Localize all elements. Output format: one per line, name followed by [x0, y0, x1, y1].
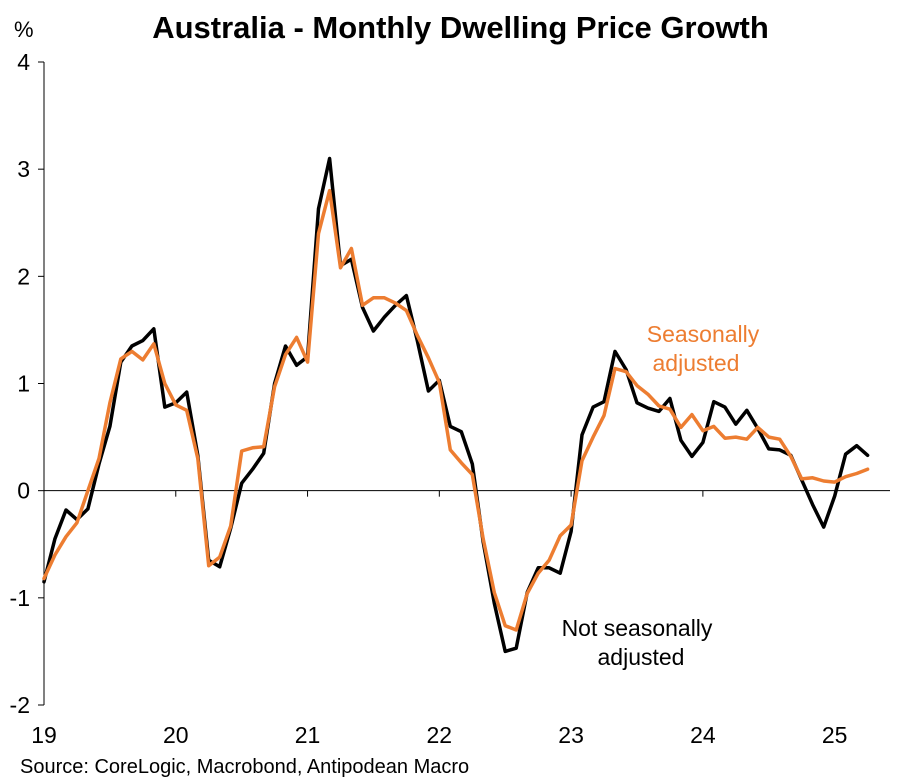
y-tick-label: 0: [17, 478, 30, 504]
y-tick-label: 2: [17, 263, 30, 289]
y-tick-label: -2: [10, 692, 30, 718]
y-axis-unit-label: %: [14, 17, 34, 42]
y-tick-label: 4: [17, 49, 30, 75]
x-tick-label: 21: [295, 722, 321, 748]
x-tick-label: 23: [558, 722, 584, 748]
nsa-annotation-line2: adjusted: [598, 644, 685, 670]
nsa-annotation-line1: Not seasonally: [562, 615, 713, 641]
chart-title: Australia - Monthly Dwelling Price Growt…: [152, 10, 769, 45]
annotation-layer: Seasonally adjusted Not seasonally adjus…: [562, 321, 760, 670]
sa-annotation-line2: adjusted: [653, 350, 740, 376]
x-tick-label: 20: [163, 722, 189, 748]
x-tick-label: 24: [690, 722, 716, 748]
x-tick-label: 19: [31, 722, 57, 748]
y-tick-label: -1: [10, 585, 30, 611]
nsa-series-line: [42, 156, 870, 654]
series-layer: [42, 156, 870, 654]
sa-series-line: [42, 188, 870, 632]
x-tick-label: 25: [822, 722, 848, 748]
sa-annotation-line1: Seasonally: [647, 321, 760, 347]
y-tick-label: 3: [17, 156, 30, 182]
x-tick-label: 22: [427, 722, 453, 748]
y-tick-label: 1: [17, 371, 30, 397]
source-note: Source: CoreLogic, Macrobond, Antipodean…: [20, 756, 470, 778]
